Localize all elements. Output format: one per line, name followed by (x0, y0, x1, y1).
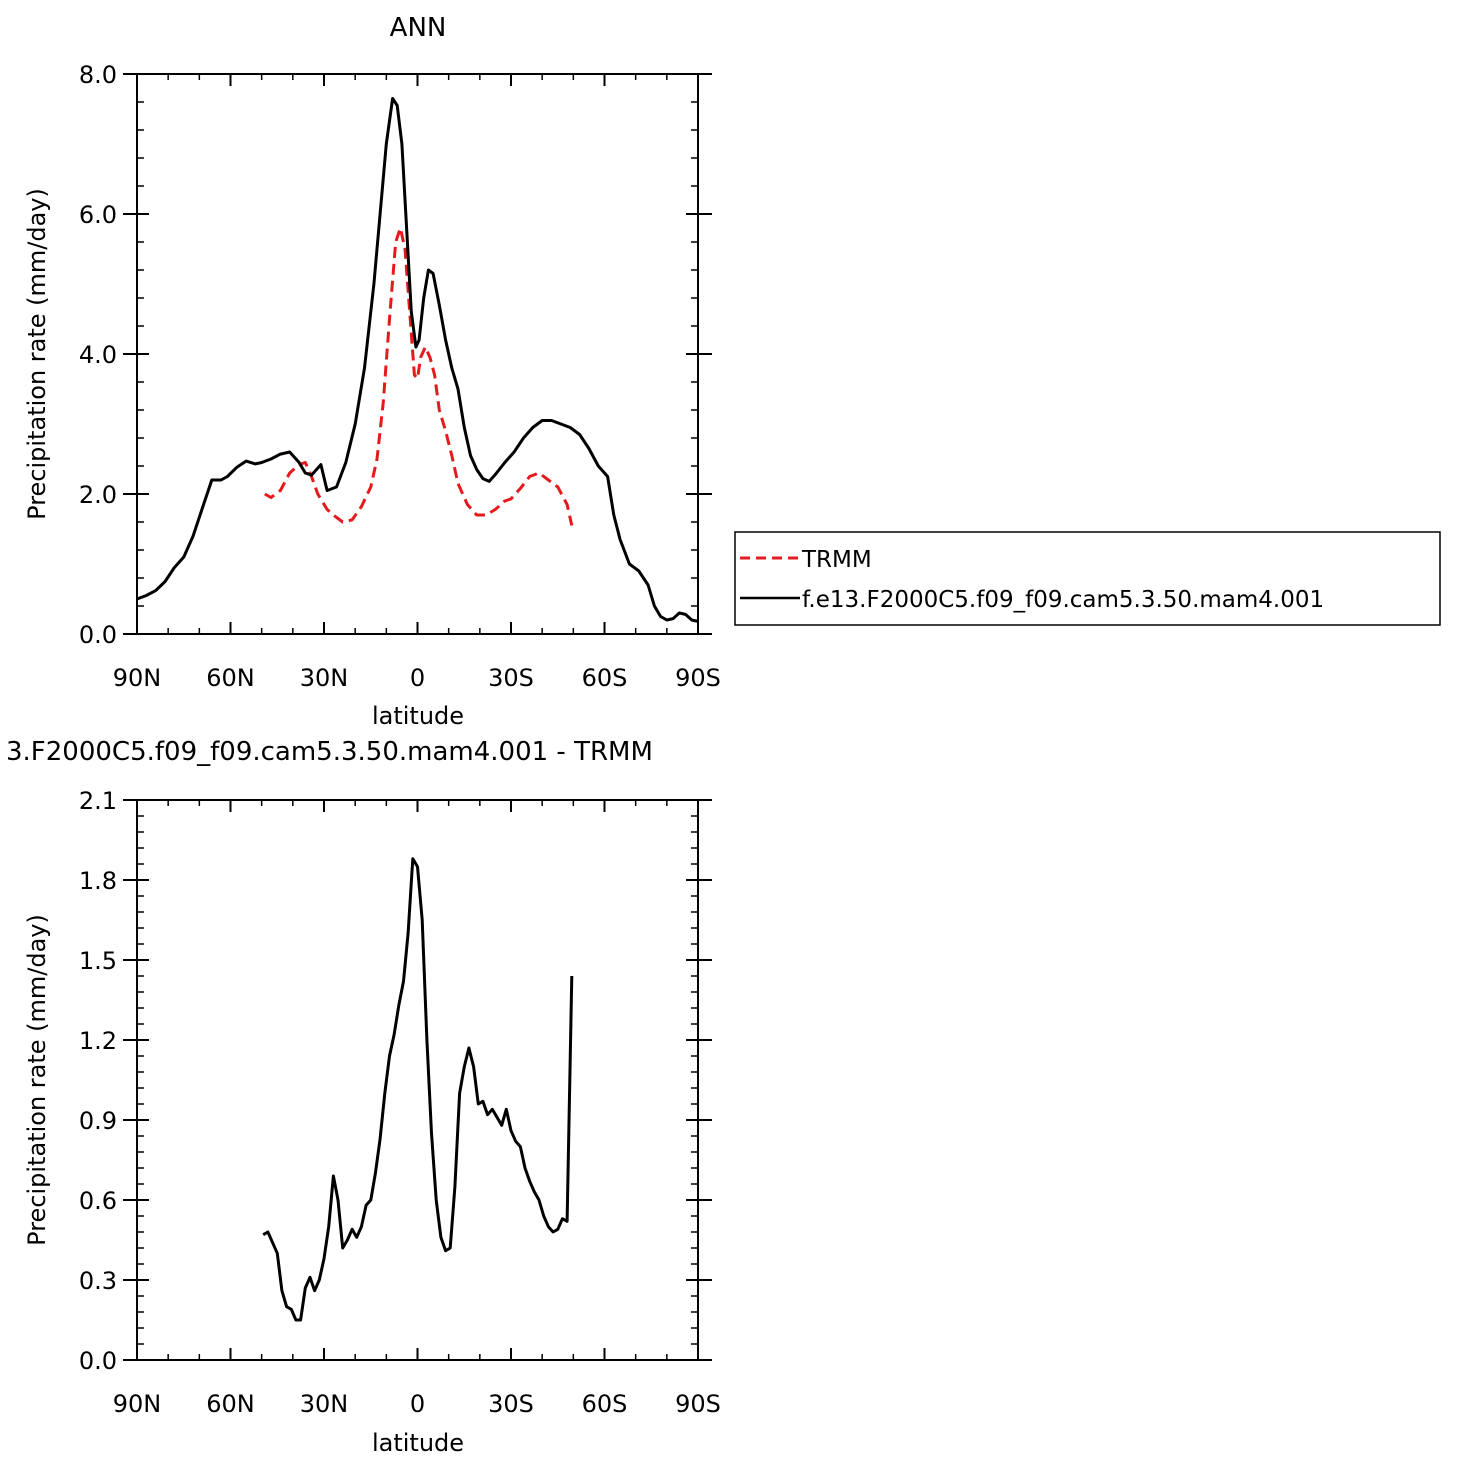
x-tick-label: 90S (675, 664, 721, 692)
x-tick-label: 0 (410, 1390, 425, 1418)
y-axis-label: Precipitation rate (mm/day) (23, 188, 51, 520)
legend: TRMM f.e13.F2000C5.f09_f09.cam5.3.50.mam… (734, 531, 1441, 626)
series-lines (262, 857, 574, 1322)
axis-ticks (123, 73, 712, 635)
y-tick-label: 0.3 (79, 1267, 117, 1295)
legend-label-trmm: TRMM (801, 547, 872, 573)
series-line-model (136, 97, 699, 623)
x-tick-label: 90N (113, 1390, 162, 1418)
x-tick-label: 60N (206, 664, 255, 692)
difference-panel: 3.F2000C5.f09_f09.cam5.3.50.mam4.001 - T… (6, 737, 721, 1457)
tick-labels: 90N 60N 30N 0 30S 60S 90S 0.0 2.0 4.0 6.0 8.0 (79, 61, 721, 692)
y-axis-label: Precipitation rate (mm/day) (23, 914, 51, 1246)
climatology-panel: ANN 90N 60N 30N 0 30S 60S 90S 0.0 2.0 4.0 6.0 8.0 l… (23, 13, 721, 730)
y-tick-label: 0.0 (79, 621, 117, 649)
legend-label-model: f.e13.F2000C5.f09_f09.cam5.3.50.mam4.001 (802, 587, 1324, 613)
x-tick-label: 60N (206, 1390, 255, 1418)
x-tick-label: 30S (488, 1390, 534, 1418)
plot-frame (136, 799, 699, 1361)
y-tick-label: 1.8 (79, 867, 117, 895)
series-lines (136, 97, 699, 623)
series-line-difference (262, 857, 574, 1322)
plot-frame (136, 73, 699, 635)
y-tick-label: 6.0 (79, 201, 117, 229)
y-tick-label: 2.0 (79, 481, 117, 509)
x-tick-label: 0 (410, 664, 425, 692)
x-tick-label: 30N (300, 1390, 349, 1418)
tick-labels: 90N 60N 30N 0 30S 60S 90S 0.0 0.3 0.6 0.9 1.2 1.5 1.8… (79, 787, 721, 1418)
y-tick-label: 1.2 (79, 1027, 117, 1055)
y-tick-label: 0.0 (79, 1347, 117, 1375)
legend-box (734, 531, 1441, 626)
y-tick-label: 2.1 (79, 787, 117, 815)
x-tick-label: 30S (488, 664, 534, 692)
y-tick-label: 0.9 (79, 1107, 117, 1135)
y-tick-label: 0.6 (79, 1187, 117, 1215)
x-axis-label: latitude (372, 1429, 464, 1457)
y-tick-label: 4.0 (79, 341, 117, 369)
x-tick-label: 90S (675, 1390, 721, 1418)
chart-title: ANN (390, 13, 447, 43)
x-tick-label: 90N (113, 664, 162, 692)
axis-ticks (123, 799, 712, 1361)
x-tick-label: 60S (582, 1390, 628, 1418)
y-tick-label: 1.5 (79, 947, 117, 975)
x-tick-label: 60S (582, 664, 628, 692)
x-tick-label: 30N (300, 664, 349, 692)
series-line-trmm (264, 226, 574, 526)
y-tick-label: 8.0 (79, 61, 117, 89)
x-axis-label: latitude (372, 702, 464, 730)
chart-title: 3.F2000C5.f09_f09.cam5.3.50.mam4.001 - T… (6, 737, 653, 767)
